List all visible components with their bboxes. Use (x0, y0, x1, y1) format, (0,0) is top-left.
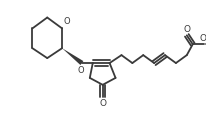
Text: O: O (99, 99, 106, 108)
Text: O: O (63, 17, 69, 26)
Text: O: O (182, 25, 189, 34)
Text: O: O (198, 34, 205, 43)
Polygon shape (62, 48, 83, 65)
Text: O: O (77, 66, 84, 75)
